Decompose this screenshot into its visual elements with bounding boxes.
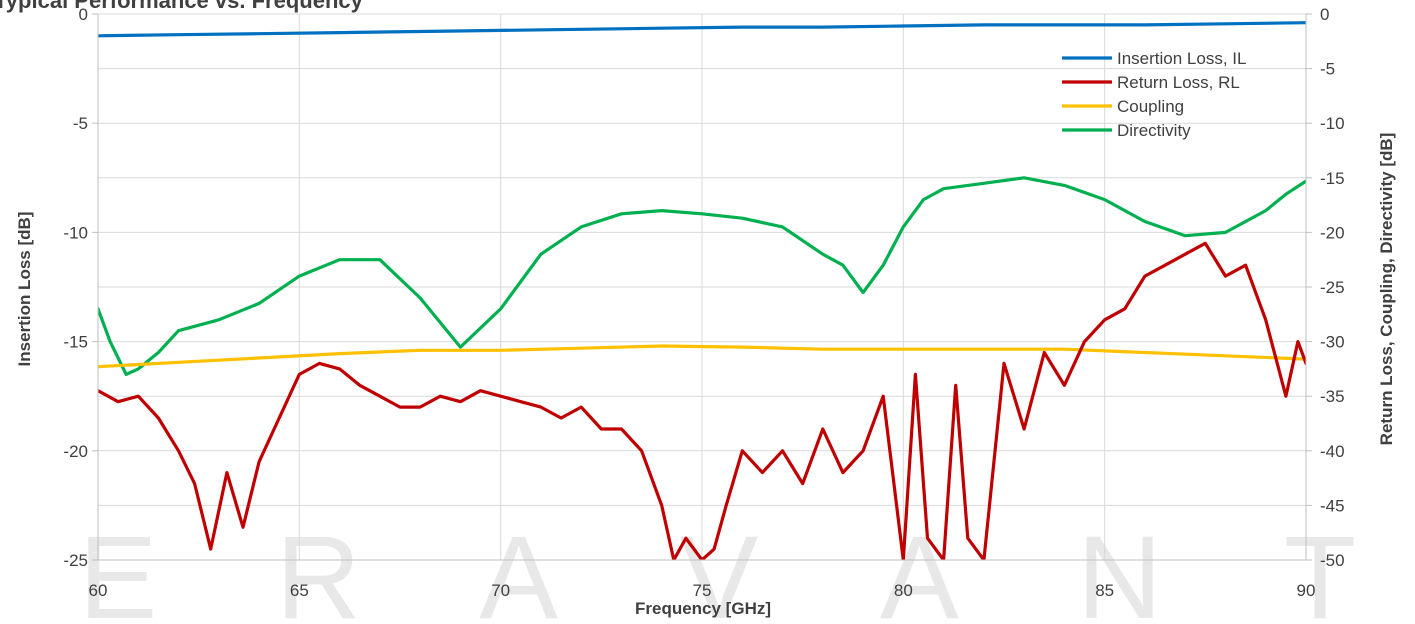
y-right-tick-label: -15	[1320, 169, 1345, 188]
legend-item-insertion-loss-il: Insertion Loss, IL	[1062, 49, 1246, 68]
x-tick-label: 75	[693, 581, 712, 600]
y-right-tick-label: -45	[1320, 496, 1345, 515]
legend-label: Coupling	[1117, 97, 1184, 116]
x-tick-label: 85	[1095, 581, 1114, 600]
legend-label: Insertion Loss, IL	[1117, 49, 1246, 68]
y-left-tick-label: -25	[63, 551, 88, 570]
y-left-tick-label: -20	[63, 442, 88, 461]
chart-title: Typical Performance vs. Frequency	[0, 0, 364, 13]
x-axis-title: Frequency [GHz]	[635, 599, 771, 618]
grid	[97, 13, 1307, 561]
y-axis-right-title: Return Loss, Coupling, Directivity [dB]	[1377, 133, 1396, 446]
legend-item-coupling: Coupling	[1062, 97, 1184, 116]
series-group	[98, 21, 1306, 560]
y-axis-left-title: Insertion Loss [dB]	[15, 212, 34, 367]
y-right-tick-label: -10	[1320, 114, 1345, 133]
y-right-tick-label: -30	[1320, 333, 1345, 352]
x-tick-label: 60	[89, 581, 108, 600]
watermark-letter: A	[479, 512, 558, 624]
legend-item-return-loss-rl: Return Loss, RL	[1062, 73, 1240, 92]
series-line-directivity	[98, 176, 1306, 376]
y-right-tick-label: -35	[1320, 387, 1345, 406]
y-right-tick-label: -5	[1320, 60, 1335, 79]
x-tick-label: 90	[1297, 581, 1316, 600]
y-right-tick-label: -50	[1320, 551, 1345, 570]
legend-label: Directivity	[1117, 121, 1191, 140]
legend: Insertion Loss, IL Return Loss, RL Couplin…	[1062, 49, 1246, 140]
y-left-tick-label: -10	[63, 223, 88, 242]
watermark-letter: R	[276, 512, 361, 624]
x-tick-label: 65	[290, 581, 309, 600]
series-line-coupling	[98, 344, 1306, 369]
watermark-letter: N	[1077, 512, 1162, 624]
watermark-letter: T	[1284, 512, 1356, 624]
y-right-tick-label: -20	[1320, 223, 1345, 242]
axes: 60 65 70 75 80 85 90 0 -5 -10 -15 -20 -25 0 -5 -10 -15 -2…	[63, 5, 1344, 600]
y-left-tick-label: -5	[73, 114, 88, 133]
y-left-tick-label: -15	[63, 333, 88, 352]
x-tick-label: 80	[894, 581, 913, 600]
watermark-letter: E	[79, 512, 158, 624]
legend-label: Return Loss, RL	[1117, 73, 1240, 92]
y-right-tick-label: 0	[1320, 5, 1329, 24]
series-line-return-loss-rl	[98, 241, 1306, 560]
y-right-tick-label: -25	[1320, 278, 1345, 297]
y-left-tick-label: 0	[79, 5, 88, 24]
legend-item-directivity: Directivity	[1062, 121, 1191, 140]
x-tick-label: 70	[491, 581, 510, 600]
y-right-tick-label: -40	[1320, 442, 1345, 461]
series-line-insertion-loss-il	[98, 21, 1306, 38]
